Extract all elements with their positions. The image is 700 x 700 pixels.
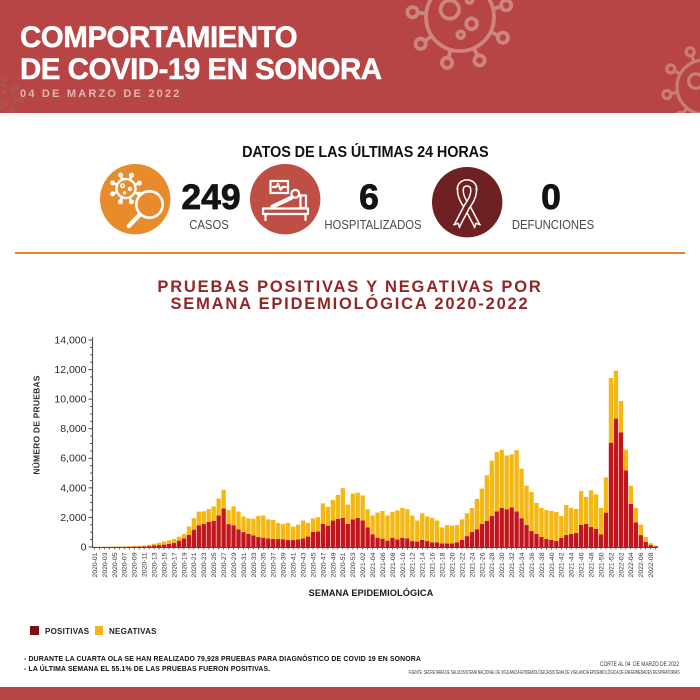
svg-text:12,000: 12,000 bbox=[54, 364, 86, 376]
svg-text:2020-45: 2020-45 bbox=[310, 552, 317, 577]
svg-text:2021-46: 2021-46 bbox=[579, 552, 586, 577]
svg-text:2021-38: 2021-38 bbox=[539, 552, 546, 577]
svg-text:2020-47: 2020-47 bbox=[320, 552, 327, 577]
svg-text:14,000: 14,000 bbox=[54, 334, 86, 346]
svg-text:2021-06: 2021-06 bbox=[380, 552, 387, 577]
svg-text:2020-25: 2020-25 bbox=[211, 552, 218, 577]
svg-text:2020-01: 2020-01 bbox=[92, 552, 99, 577]
svg-text:2020-29: 2020-29 bbox=[231, 552, 238, 577]
svg-text:10,000: 10,000 bbox=[54, 394, 86, 406]
svg-text:2020-09: 2020-09 bbox=[132, 552, 139, 577]
svg-text:2020-23: 2020-23 bbox=[201, 552, 208, 577]
svg-text:2022-04: 2022-04 bbox=[628, 552, 635, 577]
svg-text:2020-27: 2020-27 bbox=[221, 552, 228, 577]
svg-text:2021-02: 2021-02 bbox=[360, 552, 367, 577]
svg-text:2020-11: 2020-11 bbox=[142, 552, 149, 577]
svg-text:2021-44: 2021-44 bbox=[569, 552, 576, 577]
svg-text:2021-50: 2021-50 bbox=[598, 552, 605, 577]
svg-text:2,000: 2,000 bbox=[60, 512, 86, 524]
svg-text:2020-49: 2020-49 bbox=[330, 552, 337, 577]
svg-text:2021-10: 2021-10 bbox=[400, 552, 407, 577]
svg-text:2021-28: 2021-28 bbox=[489, 552, 496, 577]
svg-text:2021-08: 2021-08 bbox=[390, 552, 397, 577]
svg-text:8,000: 8,000 bbox=[60, 423, 86, 435]
svg-text:2021-24: 2021-24 bbox=[469, 552, 476, 577]
svg-text:2020-19: 2020-19 bbox=[181, 552, 188, 577]
svg-text:2022-08: 2022-08 bbox=[648, 552, 655, 577]
svg-text:2021-42: 2021-42 bbox=[559, 552, 566, 577]
svg-text:2021-20: 2021-20 bbox=[449, 552, 456, 577]
svg-text:2021-04: 2021-04 bbox=[370, 552, 377, 577]
svg-text:0: 0 bbox=[81, 541, 87, 553]
svg-text:2021-14: 2021-14 bbox=[420, 552, 427, 577]
svg-text:2020-35: 2020-35 bbox=[261, 552, 268, 577]
svg-text:2021-18: 2021-18 bbox=[440, 552, 447, 577]
svg-text:2020-53: 2020-53 bbox=[350, 552, 357, 577]
svg-text:2021-12: 2021-12 bbox=[410, 552, 417, 577]
svg-text:2020-37: 2020-37 bbox=[271, 552, 278, 577]
svg-text:SEMANA EPIDEMIOLÓGICA: SEMANA EPIDEMIOLÓGICA bbox=[309, 587, 434, 598]
svg-text:2020-51: 2020-51 bbox=[340, 552, 347, 577]
svg-text:2020-39: 2020-39 bbox=[281, 552, 288, 577]
svg-text:2020-43: 2020-43 bbox=[300, 552, 307, 577]
svg-text:2021-30: 2021-30 bbox=[499, 552, 506, 577]
svg-text:2021-48: 2021-48 bbox=[589, 552, 596, 577]
svg-text:2021-40: 2021-40 bbox=[549, 552, 556, 577]
svg-text:2022-02: 2022-02 bbox=[618, 552, 625, 577]
svg-text:2020-05: 2020-05 bbox=[112, 552, 119, 577]
svg-text:2021-36: 2021-36 bbox=[529, 552, 536, 577]
svg-text:2021-32: 2021-32 bbox=[509, 552, 516, 577]
svg-text:2020-03: 2020-03 bbox=[102, 552, 109, 577]
svg-text:2021-22: 2021-22 bbox=[459, 552, 466, 577]
svg-text:2020-41: 2020-41 bbox=[291, 552, 298, 577]
svg-text:2020-07: 2020-07 bbox=[122, 552, 129, 577]
svg-text:2020-33: 2020-33 bbox=[251, 552, 258, 577]
svg-text:6,000: 6,000 bbox=[60, 453, 86, 465]
svg-text:2021-34: 2021-34 bbox=[519, 552, 526, 577]
svg-text:NÚMERO DE PRUEBAS: NÚMERO DE PRUEBAS bbox=[31, 375, 42, 474]
svg-text:2020-21: 2020-21 bbox=[191, 552, 198, 577]
svg-text:2021-52: 2021-52 bbox=[608, 552, 615, 577]
svg-text:2020-17: 2020-17 bbox=[171, 552, 178, 577]
svg-text:4,000: 4,000 bbox=[60, 482, 86, 494]
svg-text:2020-15: 2020-15 bbox=[161, 552, 168, 577]
svg-text:2022-06: 2022-06 bbox=[638, 552, 645, 577]
svg-text:2020-13: 2020-13 bbox=[151, 552, 158, 577]
svg-text:2021-26: 2021-26 bbox=[479, 552, 486, 577]
svg-text:2020-31: 2020-31 bbox=[241, 552, 248, 577]
svg-text:2021-16: 2021-16 bbox=[430, 552, 437, 577]
